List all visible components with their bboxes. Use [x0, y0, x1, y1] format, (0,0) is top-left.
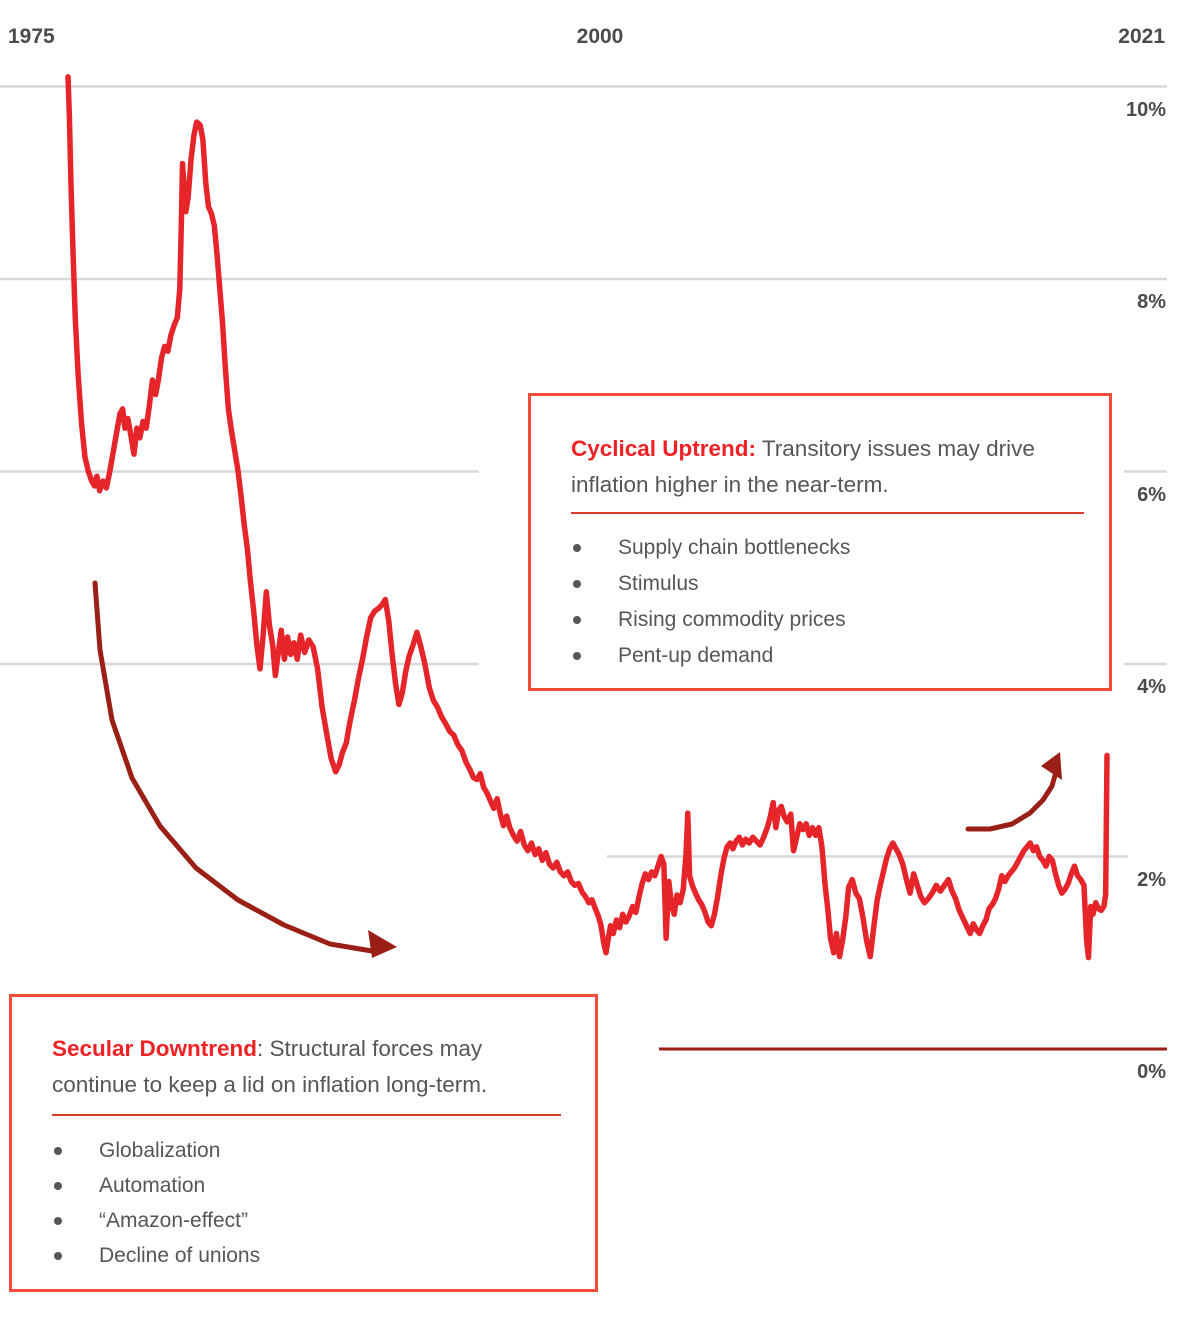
y-axis-tick-label: 0%: [1137, 1061, 1166, 1083]
callout-title-rest: : Structural forces may continue to keep…: [52, 1036, 488, 1097]
callout-divider: [52, 1114, 561, 1116]
y-axis-tick-label: 6%: [1137, 483, 1166, 506]
list-item: Decline of unions: [52, 1238, 260, 1273]
callout-bullet-list: Supply chain bottlenecks Stimulus Rising…: [571, 530, 850, 674]
y-axis-tick-label: 8%: [1137, 291, 1166, 313]
y-axis-tick-label: 2%: [1137, 868, 1166, 891]
x-axis-label-1975: 1975: [8, 25, 55, 48]
y-axis-tick-label: 10%: [1125, 98, 1166, 121]
callout-title: Secular Downtrend: Structural forces may…: [52, 1031, 540, 1103]
list-item: Supply chain bottlenecks: [571, 530, 850, 566]
list-item: “Amazon-effect”: [52, 1203, 260, 1238]
list-item: Globalization: [52, 1133, 260, 1168]
callout-title-rest: Transitory issues may drive inflation hi…: [571, 436, 1035, 497]
x-axis-label-2021: 2021: [1118, 25, 1165, 48]
x-axis-label-2000: 2000: [576, 25, 624, 48]
callout-title-highlight: Cyclical Uptrend:: [571, 436, 757, 461]
secular-downtrend-callout: Secular Downtrend: Structural forces may…: [9, 994, 598, 1292]
list-item: Stimulus: [571, 566, 850, 602]
callout-title-highlight: Secular Downtrend: [52, 1036, 258, 1061]
callout-title: Cyclical Uptrend: Transitory issues may …: [571, 431, 1059, 503]
y-axis-tick-label: 4%: [1137, 676, 1166, 698]
list-item: Automation: [52, 1168, 260, 1203]
callout-bullet-list: Globalization Automation “Amazon-effect”…: [52, 1133, 260, 1273]
cyclical-uptrend-callout: Cyclical Uptrend: Transitory issues may …: [528, 393, 1112, 691]
callout-divider: [571, 512, 1084, 514]
list-item: Pent-up demand: [571, 638, 850, 674]
list-item: Rising commodity prices: [571, 602, 850, 638]
